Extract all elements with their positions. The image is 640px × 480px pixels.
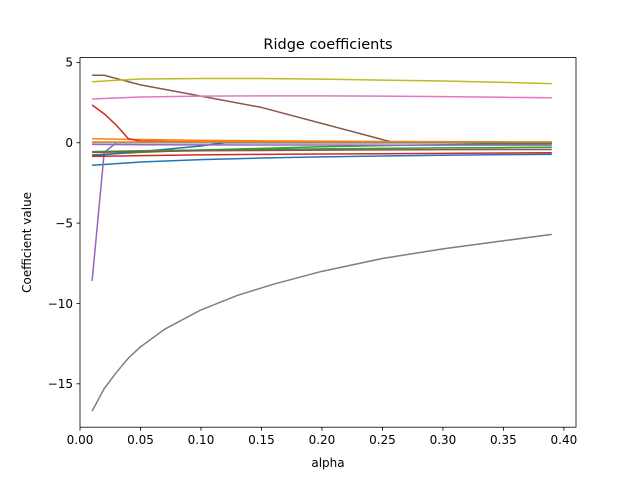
- x-tick-label: 0.25: [369, 433, 396, 447]
- x-tick-label: 0.10: [188, 433, 215, 447]
- series-layer: [91, 74, 552, 412]
- x-tick-label: 0.05: [127, 433, 154, 447]
- series-line-14: [92, 151, 552, 158]
- x-tick-label: 0.40: [551, 433, 578, 447]
- series-line-15: [92, 143, 552, 146]
- y-tick-label: −15: [48, 377, 73, 391]
- series-line-9: [92, 77, 552, 85]
- y-tick-label: −5: [55, 216, 73, 230]
- y-axis-label: Coefficient value: [20, 192, 34, 293]
- x-tick-label: 0.20: [309, 433, 336, 447]
- series-line-8: [91, 233, 552, 412]
- series-line-7: [92, 95, 552, 100]
- y-tick-label: −10: [48, 297, 73, 311]
- axes-frame: [79, 57, 577, 428]
- y-axis-ticks: 5 0 −5 −10 −15: [48, 56, 80, 391]
- plot-area: [80, 57, 576, 428]
- x-tick-label: 0.00: [67, 433, 94, 447]
- series-line-13: [92, 146, 552, 153]
- x-tick-label: 0.15: [248, 433, 275, 447]
- y-tick-label: 5: [65, 56, 73, 70]
- series-line-16: [92, 148, 552, 154]
- y-tick-label: 0: [65, 136, 73, 150]
- series-line-1: [92, 153, 552, 167]
- x-axis-ticks: 0.00 0.05 0.10 0.15 0.20 0.25 0.30 0.35 0.40: [67, 427, 578, 447]
- x-axis-label: alpha: [311, 456, 344, 470]
- chart-title: Ridge coefficients: [263, 37, 392, 53]
- x-tick-label: 0.35: [490, 433, 517, 447]
- x-tick-label: 0.30: [430, 433, 457, 447]
